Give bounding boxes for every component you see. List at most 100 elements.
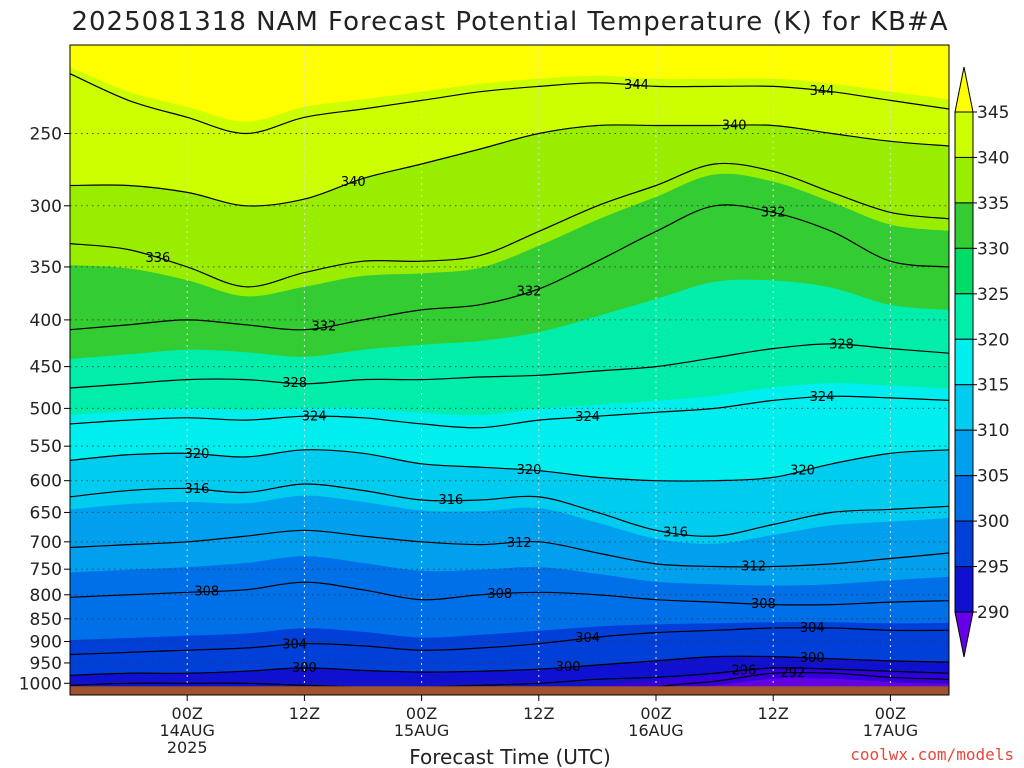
contour-label: 308	[487, 587, 512, 602]
contour-label: 336	[145, 251, 170, 266]
y-tick-label: 1000	[19, 674, 62, 694]
color-bands	[70, 45, 949, 695]
contour-label: 324	[810, 390, 835, 405]
colorbar-label: 290	[977, 603, 1009, 623]
y-tick-label: 750	[30, 560, 62, 580]
x-tick-label: 00Z	[640, 704, 671, 723]
x-tick-label: 16AUG	[628, 721, 683, 740]
colorbar-top-arrow	[954, 66, 974, 113]
contour-labels: 292 296 300 300 300 304 304 304 308 308 308 312 312 3…	[145, 78, 853, 681]
x-tick-label: 12Z	[289, 704, 320, 723]
colorbar-label: 310	[977, 421, 1009, 441]
y-axis: 2503003504004505005506006507007508008509…	[19, 124, 70, 694]
contour-label: 344	[810, 84, 835, 99]
colorbar-label: 295	[977, 558, 1009, 578]
contour-label: 304	[800, 621, 825, 636]
x-tick-label: 17AUG	[863, 721, 918, 740]
colorbar-bottom-arrow	[954, 611, 974, 658]
x-tick-label: 12Z	[758, 704, 789, 723]
contour-label: 328	[829, 338, 854, 353]
contour-label: 340	[722, 118, 747, 133]
contour-label: 300	[800, 651, 825, 666]
contour-label: 332	[312, 319, 337, 334]
colorbar-segment	[954, 156, 974, 204]
contour-label: 308	[194, 584, 219, 599]
chart-title: 2025081318 NAM Forecast Potential Temper…	[71, 7, 948, 37]
band->345	[70, 45, 949, 122]
y-tick-label: 700	[30, 533, 62, 553]
contour-label: 296	[731, 664, 756, 679]
contour-lines	[70, 73, 949, 695]
colorbar-segment	[954, 475, 974, 522]
contour-label: 316	[438, 493, 463, 508]
contour-label: 312	[507, 536, 532, 551]
y-tick-label: 600	[30, 472, 62, 492]
y-tick-label: 650	[30, 503, 62, 523]
colorbar: 345 340 335 330 325 320 315 310 305 300 295 290	[954, 66, 1009, 658]
contour-line	[70, 162, 949, 288]
x-tick-label: 12Z	[523, 704, 554, 723]
colorbar-label: 315	[977, 376, 1009, 396]
colorbar-label: 305	[977, 467, 1009, 487]
y-tick-label: 400	[30, 311, 62, 331]
contour-line	[70, 73, 949, 135]
contour-label: 292	[780, 666, 805, 681]
x-tick-label: 14AUG	[159, 721, 214, 740]
contour-label: 344	[624, 78, 649, 93]
colorbar-label: 340	[977, 148, 1009, 168]
y-tick-label: 300	[30, 197, 62, 217]
x-tick-label: 15AUG	[394, 721, 449, 740]
contour-label: 316	[663, 525, 688, 540]
y-tick-label: 500	[30, 399, 62, 419]
contour-label: 328	[282, 376, 307, 391]
colorbar-segment	[954, 202, 974, 249]
colorbar-segment	[954, 520, 974, 568]
y-tick-label: 250	[30, 124, 62, 144]
contour-label: 304	[282, 637, 307, 652]
colorbar-segment	[954, 293, 974, 340]
plot-area: 292 296 300 300 300 304 304 304 308 308 308 312 312 3…	[70, 45, 949, 695]
colorbar-segment	[954, 338, 974, 386]
contour-line	[70, 204, 949, 331]
contour-line	[70, 627, 949, 656]
contour-label: 300	[556, 660, 581, 675]
y-tick-label: 550	[30, 437, 62, 457]
contour-label: 340	[341, 175, 366, 190]
x-axis-label: Forecast Time (UTC)	[409, 745, 611, 768]
contour-label: 312	[741, 560, 766, 575]
contour-label: 324	[575, 410, 600, 425]
contour-line	[70, 124, 949, 207]
contour-label: 308	[751, 597, 776, 612]
contour-line	[70, 667, 949, 689]
x-tick-label: 2025	[167, 738, 208, 757]
contour-label: 304	[575, 631, 600, 646]
y-tick-label: 450	[30, 358, 62, 378]
colorbar-label: 325	[977, 285, 1009, 305]
colorbar-segment	[954, 111, 974, 158]
colorbar-label: 300	[977, 512, 1009, 532]
x-tick-label: 00Z	[406, 704, 437, 723]
contour-line	[70, 449, 949, 482]
x-tick-label: 00Z	[172, 704, 203, 723]
colorbar-label: 345	[977, 103, 1009, 123]
source-watermark: coolwx.com/models	[850, 745, 1014, 764]
contour-line	[70, 343, 949, 389]
contour-line	[70, 581, 949, 606]
x-tick-label: 00Z	[875, 704, 906, 723]
colorbar-label: 320	[977, 330, 1009, 350]
grid-lines	[70, 45, 949, 695]
colorbar-segment	[954, 429, 974, 477]
colorbar-segment	[954, 384, 974, 431]
y-tick-label: 800	[30, 586, 62, 606]
colorbar-segment	[954, 247, 974, 295]
contour-line	[70, 395, 949, 429]
colorbar-label: 335	[977, 194, 1009, 214]
plot-frame	[69, 44, 950, 696]
contour-line	[70, 655, 949, 676]
contour-label: 300	[292, 661, 317, 676]
contour-label: 332	[517, 285, 542, 300]
contour-label: 320	[790, 464, 815, 479]
colorbar-label: 330	[977, 239, 1009, 259]
colorbar-segment	[954, 566, 974, 613]
